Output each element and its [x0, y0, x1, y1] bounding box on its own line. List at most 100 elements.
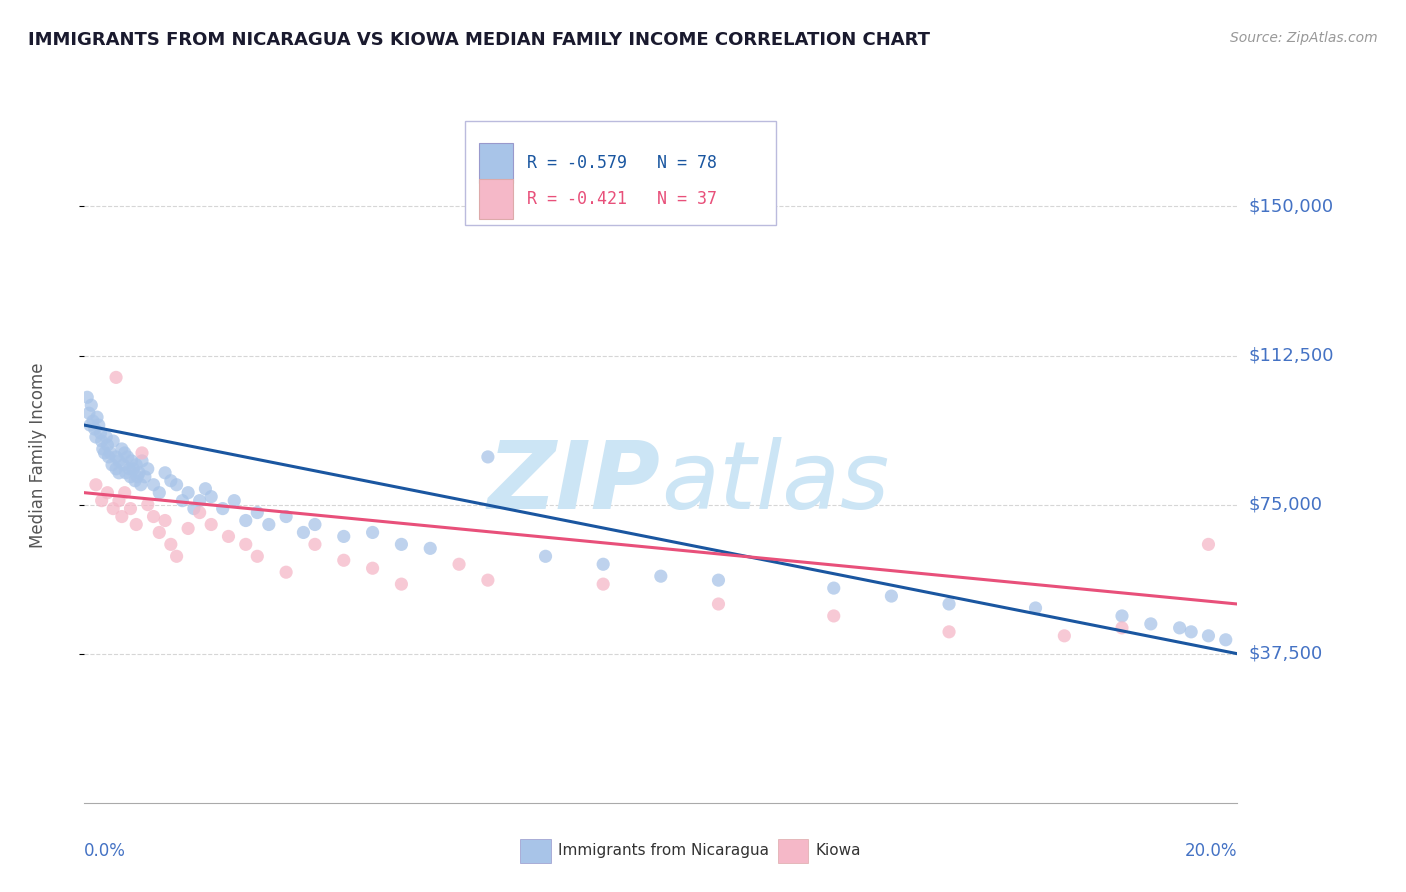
- Point: [129, 477, 152, 491]
- Point: [235, 537, 257, 551]
- Point: [118, 462, 141, 476]
- Point: [1111, 621, 1133, 635]
- Point: [101, 458, 124, 472]
- Point: [592, 577, 614, 591]
- Text: Median Family Income: Median Family Income: [30, 362, 48, 548]
- Point: [274, 509, 298, 524]
- Point: [200, 517, 222, 532]
- Bar: [465, 121, 776, 226]
- Point: [650, 569, 672, 583]
- Text: Immigrants from Nicaragua: Immigrants from Nicaragua: [558, 844, 769, 858]
- Point: [160, 537, 183, 551]
- Point: [136, 462, 159, 476]
- Point: [823, 581, 845, 595]
- Point: [89, 425, 111, 440]
- Point: [823, 609, 845, 624]
- Point: [194, 482, 217, 496]
- Text: 20.0%: 20.0%: [1185, 842, 1237, 860]
- Point: [142, 477, 165, 491]
- Point: [938, 597, 960, 611]
- Bar: [478, 179, 513, 219]
- Point: [707, 573, 730, 587]
- Point: [108, 454, 131, 468]
- Point: [82, 414, 104, 428]
- Point: [1053, 629, 1076, 643]
- Point: [77, 406, 100, 420]
- Point: [938, 624, 960, 639]
- Point: [76, 390, 98, 404]
- Point: [114, 446, 136, 460]
- Text: atlas: atlas: [661, 437, 889, 528]
- Point: [97, 450, 120, 464]
- Point: [80, 398, 103, 412]
- Point: [90, 434, 112, 448]
- Point: [361, 525, 384, 540]
- Point: [91, 442, 114, 456]
- Point: [98, 446, 121, 460]
- Text: $75,000: $75,000: [1249, 496, 1323, 514]
- Point: [86, 410, 108, 425]
- Point: [1024, 601, 1046, 615]
- Text: R = -0.421   N = 37: R = -0.421 N = 37: [527, 190, 717, 208]
- Point: [103, 501, 124, 516]
- Point: [160, 474, 183, 488]
- Point: [125, 517, 148, 532]
- Point: [389, 577, 413, 591]
- Bar: [478, 143, 513, 183]
- Point: [103, 434, 124, 448]
- Text: 0.0%: 0.0%: [84, 842, 127, 860]
- Point: [79, 418, 101, 433]
- Point: [177, 485, 200, 500]
- Point: [274, 565, 298, 579]
- Point: [1111, 609, 1133, 624]
- Point: [115, 466, 138, 480]
- Point: [131, 454, 153, 468]
- Point: [534, 549, 557, 564]
- Point: [105, 450, 128, 464]
- Text: ZIP: ZIP: [488, 437, 661, 529]
- Point: [87, 418, 110, 433]
- Point: [217, 529, 239, 543]
- Point: [332, 553, 354, 567]
- Point: [134, 470, 156, 484]
- Text: Source: ZipAtlas.com: Source: ZipAtlas.com: [1230, 31, 1378, 45]
- Point: [148, 485, 170, 500]
- Point: [108, 493, 131, 508]
- Point: [200, 490, 222, 504]
- Point: [127, 470, 149, 484]
- Text: IMMIGRANTS FROM NICARAGUA VS KIOWA MEDIAN FAMILY INCOME CORRELATION CHART: IMMIGRANTS FROM NICARAGUA VS KIOWA MEDIA…: [28, 31, 931, 49]
- Point: [114, 485, 136, 500]
- Point: [257, 517, 280, 532]
- Point: [125, 458, 148, 472]
- Point: [153, 466, 176, 480]
- Point: [1139, 616, 1161, 631]
- Point: [246, 506, 269, 520]
- Point: [361, 561, 384, 575]
- Point: [211, 501, 233, 516]
- Point: [96, 430, 118, 444]
- Point: [188, 493, 211, 508]
- Point: [419, 541, 441, 556]
- Point: [188, 506, 211, 520]
- Point: [124, 474, 146, 488]
- Text: $112,500: $112,500: [1249, 346, 1334, 365]
- Point: [128, 466, 150, 480]
- Point: [235, 514, 257, 528]
- Point: [96, 438, 118, 452]
- Text: R = -0.579   N = 78: R = -0.579 N = 78: [527, 153, 717, 171]
- Point: [105, 462, 128, 476]
- Point: [117, 450, 139, 464]
- Point: [1197, 537, 1219, 551]
- Point: [120, 501, 142, 516]
- Point: [166, 477, 188, 491]
- Point: [1180, 624, 1202, 639]
- Point: [153, 514, 176, 528]
- Point: [1197, 629, 1219, 643]
- Point: [105, 370, 128, 384]
- Point: [1215, 632, 1237, 647]
- Point: [177, 521, 200, 535]
- Point: [183, 501, 205, 516]
- Point: [111, 509, 134, 524]
- Point: [304, 517, 326, 532]
- Point: [148, 525, 170, 540]
